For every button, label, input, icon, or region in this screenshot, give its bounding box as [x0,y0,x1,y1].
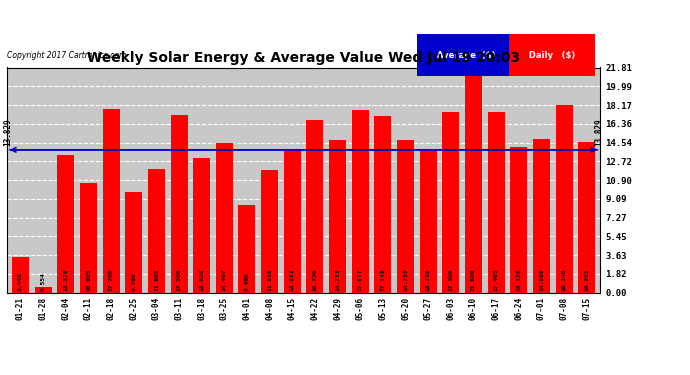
Text: 21.809: 21.809 [471,268,476,291]
Bar [442,112,460,292]
Bar [216,143,233,292]
Bar [488,112,504,292]
Bar [239,205,255,292]
Text: 11.965: 11.965 [154,268,159,291]
Text: 13.376: 13.376 [63,268,68,291]
Text: 14.753: 14.753 [335,268,340,291]
Text: 13.718: 13.718 [426,268,431,291]
Text: 14.753: 14.753 [403,268,408,291]
Text: 14.908: 14.908 [539,268,544,291]
Text: 13.829: 13.829 [3,118,12,146]
Bar [352,110,368,292]
Bar [80,183,97,292]
Text: 0.554: 0.554 [41,272,46,291]
Bar [34,287,52,292]
Bar [170,115,188,292]
Bar [284,149,301,292]
Text: 14.497: 14.497 [221,268,227,291]
Text: 18.140: 18.140 [562,268,566,291]
Text: 9.700: 9.700 [131,272,136,291]
Text: 14.552: 14.552 [584,268,589,291]
Text: 17.149: 17.149 [380,268,386,291]
Text: 17.677: 17.677 [357,268,363,291]
Bar [126,192,142,292]
Text: 8.496: 8.496 [244,272,250,291]
Bar [306,120,324,292]
Bar [420,151,437,292]
Bar [578,142,595,292]
Text: 13.829: 13.829 [595,118,604,146]
Bar [261,170,278,292]
Bar [103,109,119,292]
Bar [193,158,210,292]
Text: 13.882: 13.882 [290,268,295,291]
Text: Copyright 2017 Cartronics.com: Copyright 2017 Cartronics.com [7,51,126,60]
Text: 13.029: 13.029 [199,268,204,291]
Bar [375,116,391,292]
Text: Average  ($): Average ($) [434,51,498,60]
Text: Daily   ($): Daily ($) [526,51,578,60]
Text: 10.605: 10.605 [86,268,91,291]
Bar [329,140,346,292]
Bar [465,68,482,292]
Bar [12,257,29,292]
Text: 16.720: 16.720 [313,268,317,291]
Bar [148,169,165,292]
Text: 11.916: 11.916 [267,268,272,291]
Text: 17.206: 17.206 [177,268,181,291]
Text: 14.126: 14.126 [516,268,521,291]
Text: 17.509: 17.509 [448,268,453,291]
Bar [555,105,573,292]
Bar [511,147,527,292]
Title: Weekly Solar Energy & Average Value Wed Jul 19 20:03: Weekly Solar Energy & Average Value Wed … [87,51,520,65]
Text: 17.760: 17.760 [108,268,114,291]
Text: 17.465: 17.465 [493,268,499,291]
Bar [57,154,75,292]
Text: 3.445: 3.445 [18,272,23,291]
Bar [533,139,550,292]
Bar [397,140,414,292]
